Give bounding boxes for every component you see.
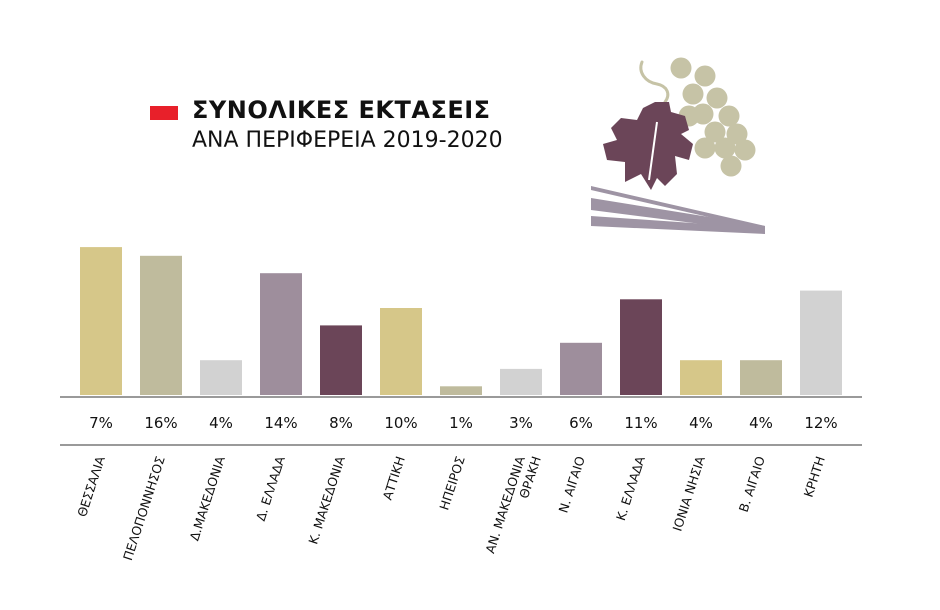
category-label: Ν. ΑΙΓΑΙΟ [555, 454, 587, 514]
category-label: ΑΤΤΙΚΗ [380, 454, 408, 502]
category-label: Κ. ΜΑΚΕΔΟΝΙΑ [305, 454, 348, 546]
category-label: ΠΕΛΟΠΟΝΝΗΣΟΣ [120, 454, 168, 562]
bar-9 [620, 299, 662, 395]
bar-value-label: 12% [804, 414, 837, 432]
category-label: ΗΠΕΙΡΟΣ [436, 454, 467, 512]
bar-7 [500, 368, 542, 395]
chart-title: ΣΥΝΟΛΙΚΕΣ ΕΚΤΑΣΕΙΣ [192, 96, 491, 124]
bar-value-label: 16% [144, 414, 177, 432]
chart-subtitle: ΑΝΑ ΠΕΡΙΦΕΡΕΙΑ 2019-2020 [192, 128, 503, 153]
bar-value-label: 4% [749, 414, 773, 432]
bar-10 [680, 360, 722, 395]
bar-12 [800, 290, 842, 395]
category-label: ΚΡΗΤΗ [801, 454, 828, 499]
bar-value-label: 4% [689, 414, 713, 432]
bar-0 [80, 247, 122, 395]
bar-value-label: 1% [449, 414, 473, 432]
category-label: Δ. ΕΛΛΑΔΑ [253, 454, 288, 523]
grape-vine-icon [591, 57, 765, 234]
bar-value-label: 14% [264, 414, 297, 432]
bar-8 [560, 342, 602, 395]
bar-1 [140, 255, 182, 395]
category-label: Β. ΑΙΓΑΙΟ [736, 454, 768, 514]
bar-11 [740, 360, 782, 395]
bar-value-label: 11% [624, 414, 657, 432]
bar-value-label: 8% [329, 414, 353, 432]
bar-value-label: 3% [509, 414, 533, 432]
title-swatch [150, 106, 178, 120]
category-label: ΑΝ. ΜΑΚΕΔΟΝΙΑ [482, 454, 528, 555]
bar-value-label: 10% [384, 414, 417, 432]
bar-5 [380, 308, 422, 395]
category-label: Δ.ΜΑΚΕΔΟΝΙΑ [186, 454, 228, 543]
bar-4 [320, 325, 362, 395]
bar-3 [260, 273, 302, 395]
bar-2 [200, 360, 242, 395]
bar-6 [440, 386, 482, 395]
bar-value-label: 6% [569, 414, 593, 432]
category-label: Κ. ΕΛΛΑΔΑ [613, 454, 648, 523]
bar-value-label: 4% [209, 414, 233, 432]
category-label: ΘΕΣΣΑΛΙΑ [74, 454, 108, 519]
category-label: ΙΟΝΙΑ ΝΗΣΙΑ [669, 454, 707, 533]
bar-value-label: 7% [89, 414, 113, 432]
